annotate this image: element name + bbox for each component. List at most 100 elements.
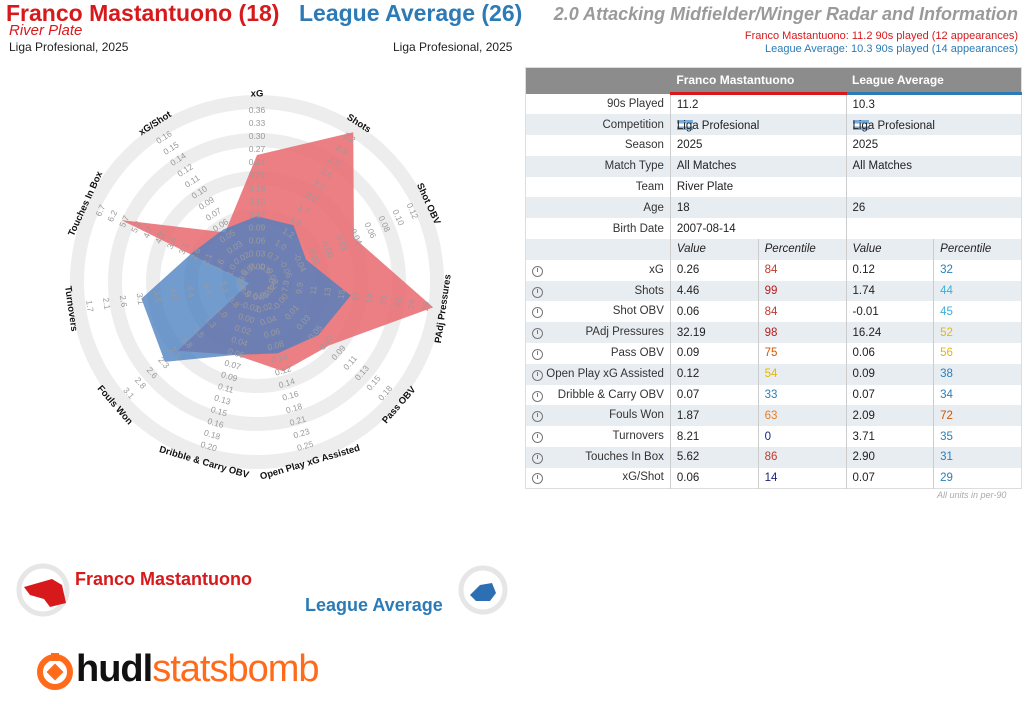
player-metric-value: 4.46: [669, 280, 759, 302]
metric-gauge-icon: [532, 369, 543, 381]
player-info-value: 2007-08-14: [669, 218, 847, 240]
metric-gauge-icon: [532, 411, 543, 423]
comparison-metric-value: 0.06: [845, 343, 934, 364]
player-legend-label: Franco Mastantuono: [75, 569, 253, 589]
radar-tick-label: 0.21: [288, 413, 307, 427]
metric-gauge-icon: [532, 307, 543, 319]
radar-tick-label: 6.0: [265, 277, 277, 290]
comparison-metric-value: 2.90: [845, 447, 934, 468]
argentina-flag-icon: Liga Profesional: [676, 119, 760, 132]
argentina-flag-icon: Liga Profesional: [852, 119, 935, 132]
radar-tick-label: 3.5: [151, 290, 163, 303]
metric-gauge-icon: [532, 348, 543, 360]
metric-row: Open Play xG Assisted 0.12 54 0.09 38: [525, 363, 1022, 385]
radar-tick-label: 0.07: [223, 358, 242, 372]
comparison-metric-value: 0.07: [845, 384, 934, 406]
metric-row: Turnovers 8.21 0 3.71 35: [526, 426, 1022, 448]
radar-tick-label: 0.15: [210, 404, 229, 418]
metric-row: PAdj Pressures 32.19 98 16.24 52: [525, 322, 1022, 344]
radar-tick-label: 0.25: [296, 439, 315, 453]
comparison-metric-percentile: 72: [933, 405, 1022, 427]
radar-tick-label: 0.08: [266, 338, 285, 352]
radar-tick-label: 0.23: [292, 426, 311, 440]
player-metric-value: 0.06: [669, 301, 759, 323]
radar-tick-label: 0.03: [249, 249, 266, 259]
radar-tick-label: 2.6: [189, 246, 203, 261]
comparison-metric-percentile: 35: [933, 426, 1022, 448]
metric-subheader-row: Value Percentile Value Percentile: [525, 239, 1022, 260]
radar-tick-label: 0.18: [203, 427, 222, 441]
radar-tick-label: 9.9: [293, 281, 305, 294]
player-info-value: All Matches: [669, 155, 847, 177]
comparison-metric-value: -0.01: [845, 301, 934, 323]
metric-label: Dribble & Carry OBV: [526, 385, 671, 406]
radar-tick-label: 5.7: [117, 214, 131, 229]
radar-tick-label: 0.12: [274, 363, 293, 377]
radar-tick-label: 3.6: [165, 235, 179, 250]
metric-label: xG: [526, 260, 671, 281]
radar-tick-label: 11: [308, 285, 319, 295]
table-header-comparison: League Average: [846, 67, 1022, 95]
comparison-metric-value: 16.24: [845, 322, 934, 344]
radar-polygons: [121, 132, 434, 372]
logo-hudl-text: hudl: [76, 648, 153, 690]
comparison-competition: Liga Profesional, 2025: [393, 40, 513, 54]
metric-gauge-icon: [532, 452, 543, 464]
radar-tick-label: 0.04: [230, 334, 249, 348]
radar-tick-label: 0.12: [249, 209, 266, 219]
row-label: Match Type: [604, 160, 664, 173]
metric-row: Pass OBV 0.09 75 0.06 56: [526, 343, 1022, 364]
radar-tick-label: 1.7: [84, 299, 96, 312]
radar-tick-label: 0.00: [249, 262, 266, 272]
player-metric-value: 32.19: [669, 322, 759, 344]
player-metric-percentile: 98: [757, 322, 847, 344]
player-metric-percentile: 99: [757, 280, 847, 302]
subheader-value: Value: [669, 239, 759, 260]
comparison-metric-value: 0.07: [845, 467, 934, 489]
radar-tick-label: 6.7: [93, 203, 107, 218]
radar-tick-label: 0.16: [206, 416, 225, 430]
metric-gauge-icon: [532, 265, 543, 277]
player-team: River Plate: [9, 22, 83, 39]
radar-tick-label: 0.5: [236, 268, 250, 283]
comparison-info-value: 26: [845, 197, 1022, 219]
units-footnote: All units in per-90: [937, 490, 1007, 500]
radar-tick-label: 2.6: [118, 295, 130, 308]
metric-label: Pass OBV: [526, 343, 671, 364]
radar-title: 2.0 Attacking Midfielder/Winger Radar an…: [553, 4, 1018, 24]
radar-tick-label: 0.14: [277, 376, 296, 390]
metric-label: Shots: [526, 281, 671, 302]
radar-tick-label: 0.00: [237, 311, 256, 325]
radar-tick-label: 22: [392, 297, 403, 308]
table-header-row: Franco Mastantuono League Average: [525, 67, 1022, 95]
comparison-metric-value: 0.12: [845, 259, 934, 281]
radar-tick-label: 4.7: [141, 224, 155, 239]
comparison-info-value: 2025: [845, 135, 1022, 156]
radar-tick-label: 0.21: [249, 170, 266, 180]
radar-tick-label: 0.10: [270, 351, 289, 365]
radar-axis-label: xG: [251, 88, 264, 99]
radar-tick-label: 0.02: [234, 323, 253, 337]
metric-gauge-icon: [532, 286, 543, 298]
logo-statsbomb-text: statsbomb: [152, 648, 319, 690]
radar-tick-label: 0.20: [199, 439, 218, 453]
comparison-name-title: League Average (26): [299, 0, 523, 26]
subheader-value: Value: [845, 239, 934, 260]
radar-tick-label: 0.04: [259, 313, 278, 327]
radar-tick-label: 3.1: [177, 241, 191, 256]
radar-tick-label: 7.9: [279, 279, 291, 292]
radar-tick-label: 15: [336, 288, 347, 299]
player-name-title: Franco Mastantuono (18): [6, 0, 280, 26]
radar-tick-label: 13: [322, 286, 333, 297]
player-metric-percentile: 84: [757, 301, 847, 323]
comparison-info-value: 10.3: [845, 93, 1022, 115]
row-label: Season: [624, 139, 664, 152]
player-metric-value: 1.87: [669, 405, 759, 427]
radar-tick-label: 0.11: [217, 381, 235, 395]
radar-tick-label: 0.06: [263, 326, 282, 340]
metric-row: Touches In Box 5.62 86 2.90 31: [525, 447, 1022, 468]
radar-tick-label: 19: [364, 292, 375, 303]
player-metric-value: 8.21: [669, 426, 759, 448]
player-metric-percentile: 86: [757, 447, 847, 468]
metric-row: xG/Shot 0.06 14 0.07 29: [526, 467, 1022, 489]
